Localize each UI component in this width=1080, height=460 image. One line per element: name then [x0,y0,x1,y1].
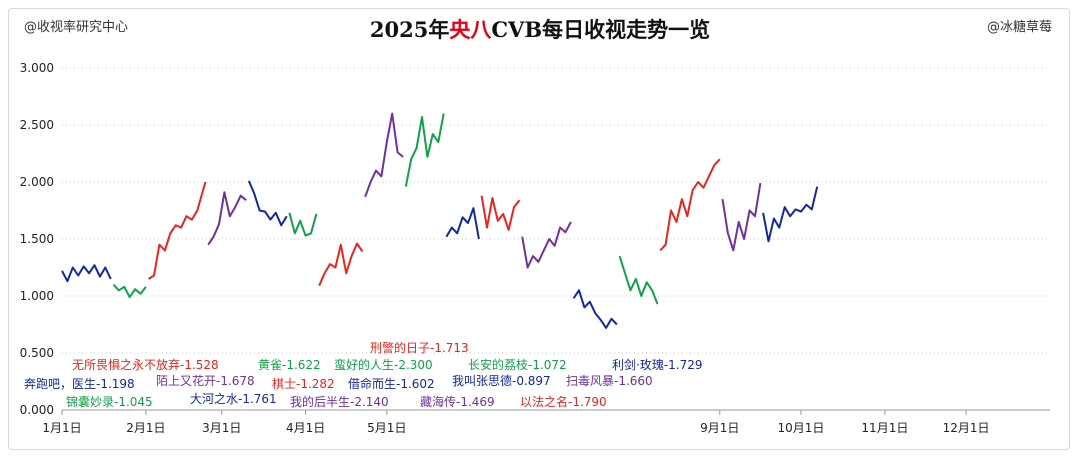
series-label: 无所畏惧之永不放弃-1.528 [72,357,219,372]
series-line [618,255,659,305]
left-watermark: @收视率研究中心 [24,20,129,35]
series-label: 利剑·玫瑰-1.729 [612,357,703,372]
series-line [61,264,112,283]
series-line [318,242,364,287]
y-tick-label: 2.500 [20,118,54,132]
x-tick-label: 10月1日 [778,421,825,435]
series-label: 以法之名-1.790 [520,394,607,409]
series-line [364,112,404,198]
y-tick-label: 1.000 [20,289,54,303]
y-tick-label: 2.000 [20,175,54,189]
series-label: 藏海传-1.469 [420,394,495,409]
y-tick-label: 0.000 [20,403,54,417]
series-label: 我的后半生-2.140 [290,394,389,409]
series-label: 棋士-1.282 [272,377,335,391]
series-lines [61,112,819,329]
x-tick-label: 11月1日 [861,421,908,435]
series-label: 黄雀-1.622 [258,358,321,372]
x-tick-label: 1月1日 [42,421,81,435]
y-tick-label: 0.500 [20,346,54,360]
series-line [148,181,207,280]
y-axis-ticks: 0.000 0.500 1.000 1.500 2.000 2.500 3.000 [20,61,54,417]
series-line [288,212,318,237]
x-tick-label: 12月1日 [943,421,990,435]
x-tick-label: 9月1日 [700,421,739,435]
series-label: 长安的荔枝-1.072 [468,357,567,372]
series-label: 我叫张思德-0.897 [452,373,551,388]
series-line [112,283,147,299]
series-line [404,113,445,187]
x-axis-ticks: 1月1日 2月1日 3月1日 4月1日 5月1日 9月1日 10月1日 11月1日 12月1日 [42,410,990,435]
title-highlight: 央八 [449,17,492,42]
series-line [480,195,521,231]
series-line [521,221,572,269]
x-tick-label: 4月1日 [286,421,325,435]
y-tick-label: 3.000 [20,61,54,75]
x-tick-label: 5月1日 [367,421,406,435]
title-suffix: CVB每日收视走势一览 [491,17,711,42]
series-label: 锦囊妙录-1.045 [66,394,153,409]
series-line [445,207,480,240]
series-label: 奔跑吧，医生-1.198 [24,377,135,391]
series-line [247,180,288,227]
title-prefix: 2025年 [369,17,450,42]
series-label: 陌上又花开-1.678 [156,373,255,388]
series-label: 刑警的日子-1.713 [370,340,469,355]
x-tick-label: 2月1日 [126,421,165,435]
chart-title: 2025年央八CVB每日收视走势一览 [0,14,1080,44]
series-line [207,191,247,246]
series-label: 借命而生-1.602 [348,376,435,391]
series-line [721,182,762,252]
series-line [762,186,819,243]
chart-frame [8,8,1070,450]
series-label: 蛮好的人生-2.300 [334,357,433,372]
series-label: 大河之水-1.761 [190,392,277,406]
series-labels: 刑警的日子-1.713 无所畏惧之永不放弃-1.528 黄雀-1.622 蛮好的人生-… [24,340,703,409]
y-tick-label: 1.500 [20,232,54,246]
x-tick-label: 3月1日 [202,421,241,435]
series-label: 扫毒风暴-1.660 [566,374,653,388]
series-line [659,158,721,252]
right-watermark: @冰糖草莓 [986,20,1052,35]
series-line [572,289,618,329]
